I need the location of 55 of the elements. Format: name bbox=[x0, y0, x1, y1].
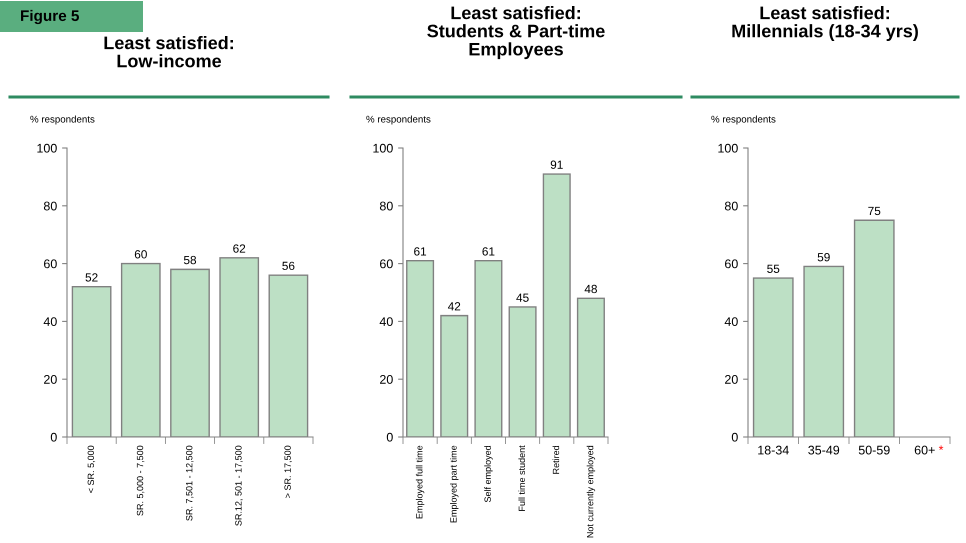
data-label: 58 bbox=[184, 256, 196, 264]
data-label: 91 bbox=[550, 160, 563, 169]
caption: Figure 5 bbox=[21, 10, 79, 24]
y-tick-label: 60 bbox=[725, 259, 738, 268]
data-label: 60 bbox=[134, 250, 147, 258]
y-tick-label: 0 bbox=[386, 432, 393, 442]
y-tick-label: 80 bbox=[724, 202, 738, 210]
data-label: 61 bbox=[482, 247, 494, 256]
y-tick-label: 80 bbox=[44, 202, 57, 210]
x-tick-label: 50-59 bbox=[858, 446, 890, 455]
x-tick-label: < SR. 5,000 bbox=[88, 446, 96, 493]
y-tick-label: 20 bbox=[44, 375, 57, 384]
text: * bbox=[938, 446, 944, 450]
y-tick-label: 100 bbox=[37, 144, 57, 153]
data-label: 48 bbox=[584, 284, 597, 294]
data-label: 59 bbox=[818, 253, 830, 262]
data-label: 52 bbox=[86, 273, 98, 282]
x-tick-label: Retired bbox=[552, 446, 560, 474]
y-tick-label: 0 bbox=[732, 432, 738, 442]
y-tick-label: 40 bbox=[44, 317, 57, 326]
x-tick-label: SR. 5,000 - 7,500 bbox=[136, 446, 144, 516]
x-tick-label: SR.12, 501 - 17,500 bbox=[235, 446, 243, 526]
y-tick-label: 80 bbox=[380, 202, 393, 210]
x-tick-label: Not currently employed bbox=[586, 446, 596, 538]
data-label: 56 bbox=[282, 262, 294, 270]
chart-title: Least satisfied: Millennials (18-34 yrs) bbox=[732, 6, 918, 41]
x-tick-label: Employed full time bbox=[416, 446, 424, 518]
x-tick-label: 35-49 bbox=[808, 446, 840, 455]
data-label: 42 bbox=[448, 302, 460, 310]
chart-title: Least satisfied: Low-income bbox=[104, 36, 233, 68]
x-tick-label: Employed part time bbox=[450, 446, 458, 522]
x-tick-label: SR. 7,501 - 12,500 bbox=[186, 446, 194, 521]
y-tick-label: 100 bbox=[373, 144, 393, 153]
y-tick-label: 100 bbox=[718, 144, 738, 153]
x-tick-label: 18-34 bbox=[758, 446, 789, 455]
y-tick-label: 0 bbox=[50, 432, 57, 442]
x-tick-label: > SR. 17,500 bbox=[284, 446, 292, 498]
y-tick-label: 40 bbox=[724, 317, 738, 326]
y-tick-label: 40 bbox=[380, 317, 393, 326]
y-axis-title: % respondents bbox=[711, 115, 776, 125]
y-tick-label: 20 bbox=[380, 375, 393, 384]
x-tick-label: Full time student bbox=[518, 445, 526, 511]
data-label: 55 bbox=[767, 264, 780, 273]
y-tick-label: 60 bbox=[380, 259, 393, 268]
x-tick-label: 60+ bbox=[914, 446, 935, 455]
x-tick-label: Self employed bbox=[484, 446, 493, 502]
y-tick-label: 60 bbox=[44, 259, 57, 268]
data-label: 75 bbox=[868, 206, 880, 216]
y-axis-title: % respondents bbox=[30, 115, 95, 125]
data-label: 61 bbox=[414, 247, 426, 256]
data-label: 45 bbox=[516, 294, 529, 302]
chart-title: Least satisfied: Students & Part-time Employees bbox=[427, 6, 605, 60]
y-axis-title: % respondents bbox=[366, 115, 431, 125]
data-label: 62 bbox=[233, 244, 246, 253]
y-tick-label: 20 bbox=[725, 375, 738, 384]
